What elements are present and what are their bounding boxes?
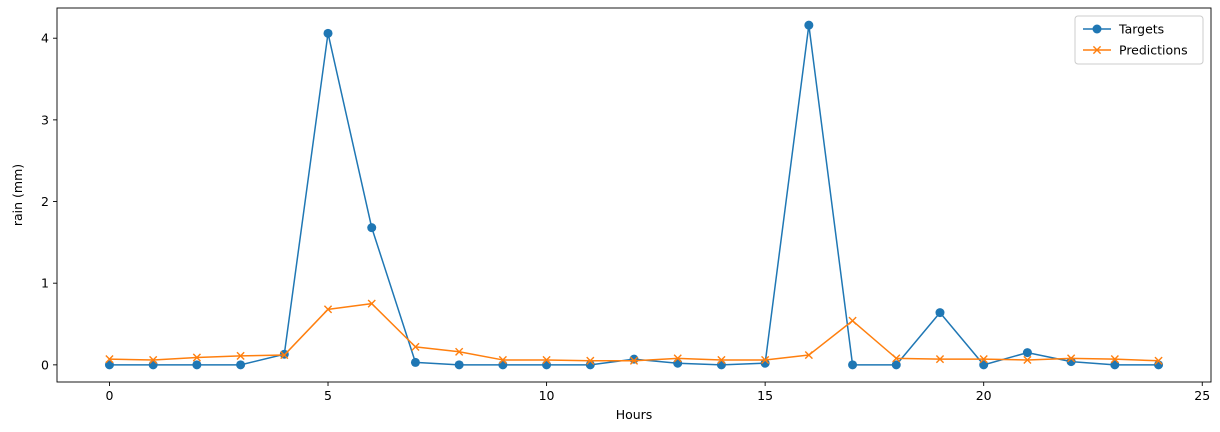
data-point bbox=[1110, 355, 1119, 364]
data-point bbox=[892, 354, 901, 363]
data-point bbox=[717, 355, 726, 365]
data-point bbox=[542, 360, 552, 370]
data-point bbox=[367, 299, 376, 308]
data-point bbox=[498, 355, 507, 365]
data-point bbox=[935, 308, 945, 318]
data-point bbox=[367, 223, 377, 233]
data-point bbox=[848, 360, 858, 370]
data-point bbox=[979, 355, 988, 364]
data-point bbox=[1110, 360, 1120, 370]
series-line-0 bbox=[109, 24, 1159, 366]
legend-label: Targets bbox=[1118, 22, 1164, 37]
y-axis-label: rain (mm) bbox=[10, 164, 25, 226]
data-point bbox=[105, 355, 114, 364]
data-point bbox=[629, 354, 639, 364]
data-point bbox=[804, 20, 814, 30]
legend-box bbox=[1074, 15, 1204, 65]
plot-area bbox=[104, 20, 1164, 370]
data-point bbox=[455, 347, 464, 356]
x-tick-label: 20 bbox=[976, 388, 992, 403]
axes: 0 5 10 15 20 25 0 1 2 3 4 bbox=[41, 7, 1212, 403]
y-tick-label: 3 bbox=[41, 112, 49, 127]
data-point bbox=[411, 342, 420, 351]
data-point bbox=[236, 360, 246, 370]
data-point bbox=[454, 360, 464, 370]
data-point bbox=[1023, 355, 1032, 365]
data-point bbox=[629, 356, 639, 365]
x-tick-label: 0 bbox=[105, 388, 113, 403]
data-point bbox=[192, 360, 202, 370]
data-point bbox=[236, 351, 245, 360]
legend: Targets Predictions bbox=[1074, 15, 1204, 65]
data-point bbox=[1066, 357, 1076, 367]
data-point bbox=[192, 353, 201, 362]
data-point bbox=[848, 316, 857, 325]
data-point bbox=[979, 360, 989, 370]
x-tick-label: 25 bbox=[1194, 388, 1210, 403]
data-point bbox=[673, 354, 682, 363]
data-point bbox=[761, 355, 770, 365]
data-point bbox=[716, 360, 726, 370]
data-point bbox=[804, 350, 813, 360]
data-point bbox=[280, 350, 289, 360]
data-point bbox=[1154, 356, 1163, 365]
data-point bbox=[148, 360, 158, 370]
data-point bbox=[760, 358, 770, 368]
data-point bbox=[323, 28, 333, 38]
data-point bbox=[149, 355, 158, 365]
legend-marker bbox=[1092, 45, 1102, 55]
legend-label: Predictions bbox=[1119, 43, 1188, 58]
x-tick-label: 5 bbox=[324, 388, 332, 403]
data-point bbox=[498, 360, 508, 370]
data-point bbox=[410, 357, 420, 367]
x-tick-label: 10 bbox=[539, 388, 555, 403]
data-point bbox=[1022, 348, 1032, 358]
x-tick-label: 15 bbox=[757, 388, 773, 403]
x-axis-label: Hours bbox=[616, 407, 653, 422]
data-point bbox=[935, 355, 945, 364]
legend-marker bbox=[1092, 24, 1102, 34]
data-point bbox=[542, 355, 551, 365]
plot-frame bbox=[56, 7, 1212, 383]
y-tick-label: 2 bbox=[41, 194, 49, 209]
data-point bbox=[323, 305, 333, 314]
y-tick-label: 0 bbox=[41, 357, 49, 372]
y-tick-label: 1 bbox=[41, 276, 49, 291]
data-point bbox=[104, 360, 114, 370]
data-point bbox=[1067, 354, 1076, 363]
data-point bbox=[891, 360, 901, 370]
data-point bbox=[673, 358, 683, 368]
data-point bbox=[586, 356, 595, 365]
series-line-1 bbox=[109, 302, 1159, 362]
y-tick-label: 4 bbox=[41, 31, 49, 46]
